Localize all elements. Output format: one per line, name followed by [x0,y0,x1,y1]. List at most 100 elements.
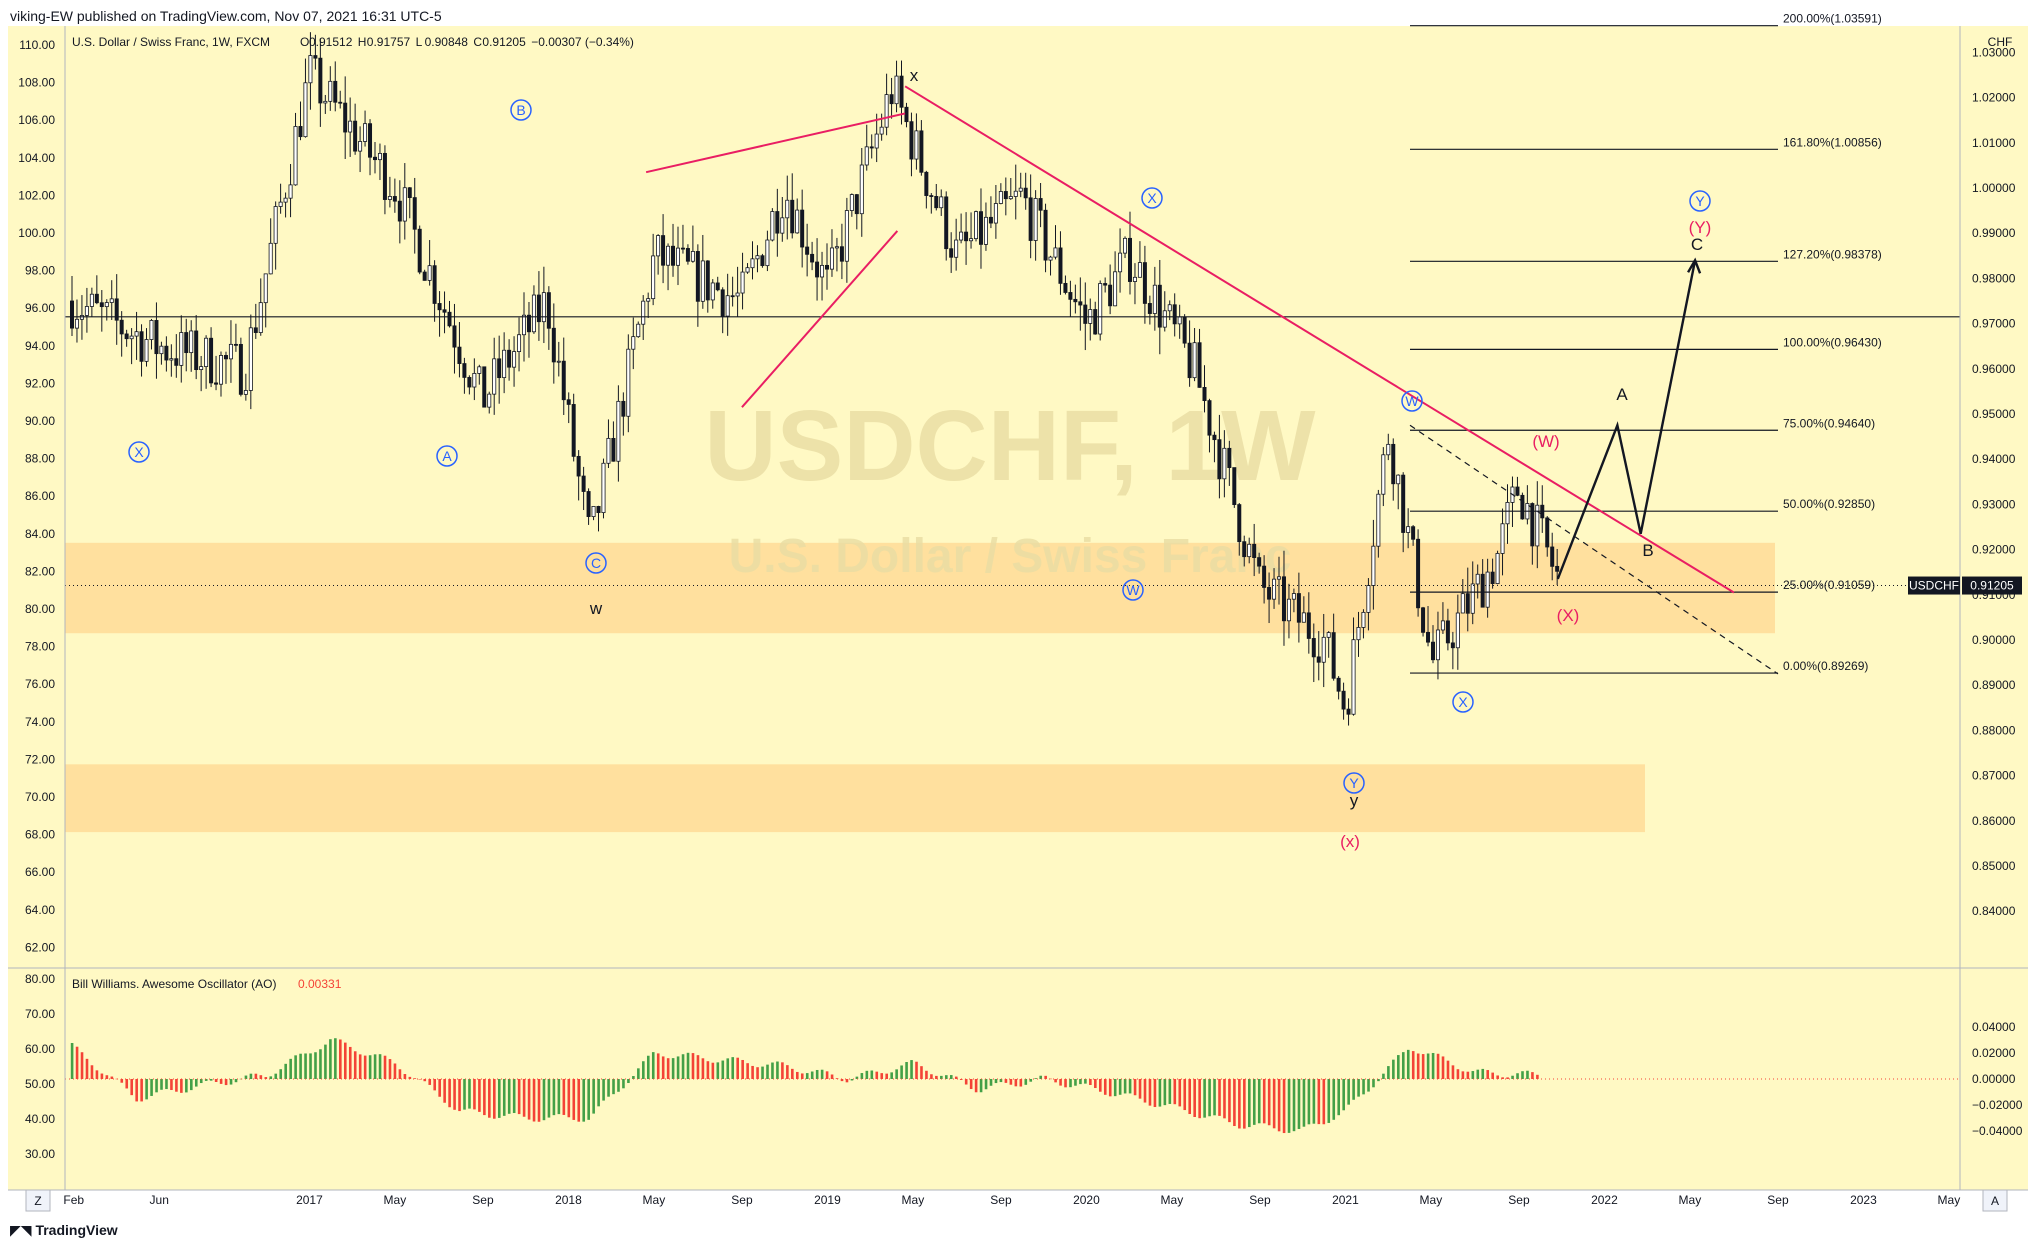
candle-body [730,295,735,298]
brand-text: TradingView [35,1222,118,1238]
ao-histogram-bar [1084,1079,1087,1084]
candle-body [1202,387,1207,402]
ao-histogram-bar [622,1079,625,1089]
ao-histogram-bar [771,1062,774,1079]
ao-histogram-bar [1426,1053,1430,1079]
ao-histogram-bar [1123,1079,1127,1094]
ao-histogram-bar [1243,1079,1246,1129]
candle-body [1381,454,1386,495]
candle-body [353,120,358,152]
ao-histogram-bar [1367,1079,1370,1092]
price-tick-label: 1.02000 [1972,91,2016,105]
candle-body [1038,198,1043,211]
ao-histogram-bar [1203,1079,1206,1118]
fib-level-label: 200.00%(1.03591) [1783,12,1882,26]
ao-histogram-bar [1347,1079,1350,1105]
time-tick-label: Sep [990,1193,1012,1207]
price-tick-label: 0.94000 [1972,452,2016,466]
ao-histogram-bar [443,1079,446,1103]
upper-wedge-line [645,112,906,174]
candle-body [790,199,795,234]
ao-histogram-bar [378,1054,382,1079]
candle-body [1545,517,1550,548]
ao-histogram-bar [656,1053,660,1079]
wave-label-blue: Y [1695,193,1705,209]
ao-histogram-bar [1282,1079,1286,1134]
ao-histogram-bar [736,1057,739,1079]
ao-histogram-bar [686,1052,690,1079]
ao-histogram-bar [761,1066,764,1079]
candle-body [820,264,825,278]
ao-histogram-bar [1401,1052,1405,1079]
time-tick-label: 2023 [1850,1193,1877,1207]
watermark-name: U.S. Dollar / Swiss Franc [729,530,1292,583]
candle-body [735,292,740,297]
candle-body [1515,486,1520,496]
candle-body [1326,632,1331,638]
tradingview-brand[interactable]: ◤◥ TradingView [10,1222,118,1239]
candle-body [1411,526,1416,540]
left-tick-label: 68.00 [25,828,55,842]
wave-label-blue: C [591,555,601,571]
ao-histogram-bar [994,1079,998,1084]
candle-body [1356,627,1361,641]
last-symbol-badge [1908,576,1960,595]
candle-body [939,196,944,209]
ao-histogram-bar [1357,1079,1360,1097]
candle-body [1440,620,1445,631]
candle-body [1152,284,1157,314]
candle-body [978,211,983,245]
candle-body [139,331,144,362]
candle-body [904,106,909,123]
ao-histogram-bar [1322,1079,1326,1125]
candle-body [144,339,149,362]
candle-body [869,146,874,149]
ao-histogram-bar [1044,1075,1047,1079]
candle-body [740,271,745,294]
candle-body [402,187,407,222]
candle-body [661,235,666,266]
candle-body [497,358,502,379]
candle-body [1177,316,1182,325]
ao-histogram-bar [1208,1079,1211,1117]
candle-body [884,94,889,128]
candle-body [1401,474,1406,533]
wave-label-blue: X [1458,694,1468,710]
candle-body [194,330,199,371]
ao-histogram-bar [155,1079,158,1093]
candle-body [1132,276,1137,282]
ao-histogram-bar [229,1079,233,1085]
candle-body [571,404,576,457]
candle-body [517,334,522,352]
candle-body [462,363,467,378]
candle-body [174,358,179,366]
ao-histogram-bar [1327,1079,1331,1123]
ao-histogram-bar [110,1076,114,1079]
candle-body [631,336,636,350]
left-tick-label: 80.00 [25,602,55,616]
ao-histogram-bar [135,1079,138,1102]
ao-left-tick-label: 30.00 [25,1147,55,1161]
price-tick-label: 0.87000 [1972,769,2016,783]
time-tick-label: May [1420,1193,1443,1207]
ao-histogram-bar [512,1079,516,1114]
ao-histogram-bar [1406,1049,1410,1079]
ao-histogram-bar [1377,1079,1380,1082]
ao-histogram-bar [1416,1053,1420,1079]
fib-level-label: 127.20%(0.98378) [1783,247,1882,261]
time-tick-label: 2021 [1332,1193,1359,1207]
ao-histogram-bar [289,1058,292,1079]
candle-body [303,82,308,138]
candle-body [1023,187,1028,199]
candle-body [760,255,765,267]
candle-body [899,75,904,108]
ao-histogram-bar [517,1079,521,1115]
candle-body [348,120,353,133]
ao-histogram-bar [458,1079,461,1112]
candle-body [710,282,715,301]
ao-histogram-bar [671,1058,675,1079]
chart-legend: Bill Williams. Awesome Oscillator (AO) 0.… [72,35,634,991]
candle-body [233,343,238,346]
